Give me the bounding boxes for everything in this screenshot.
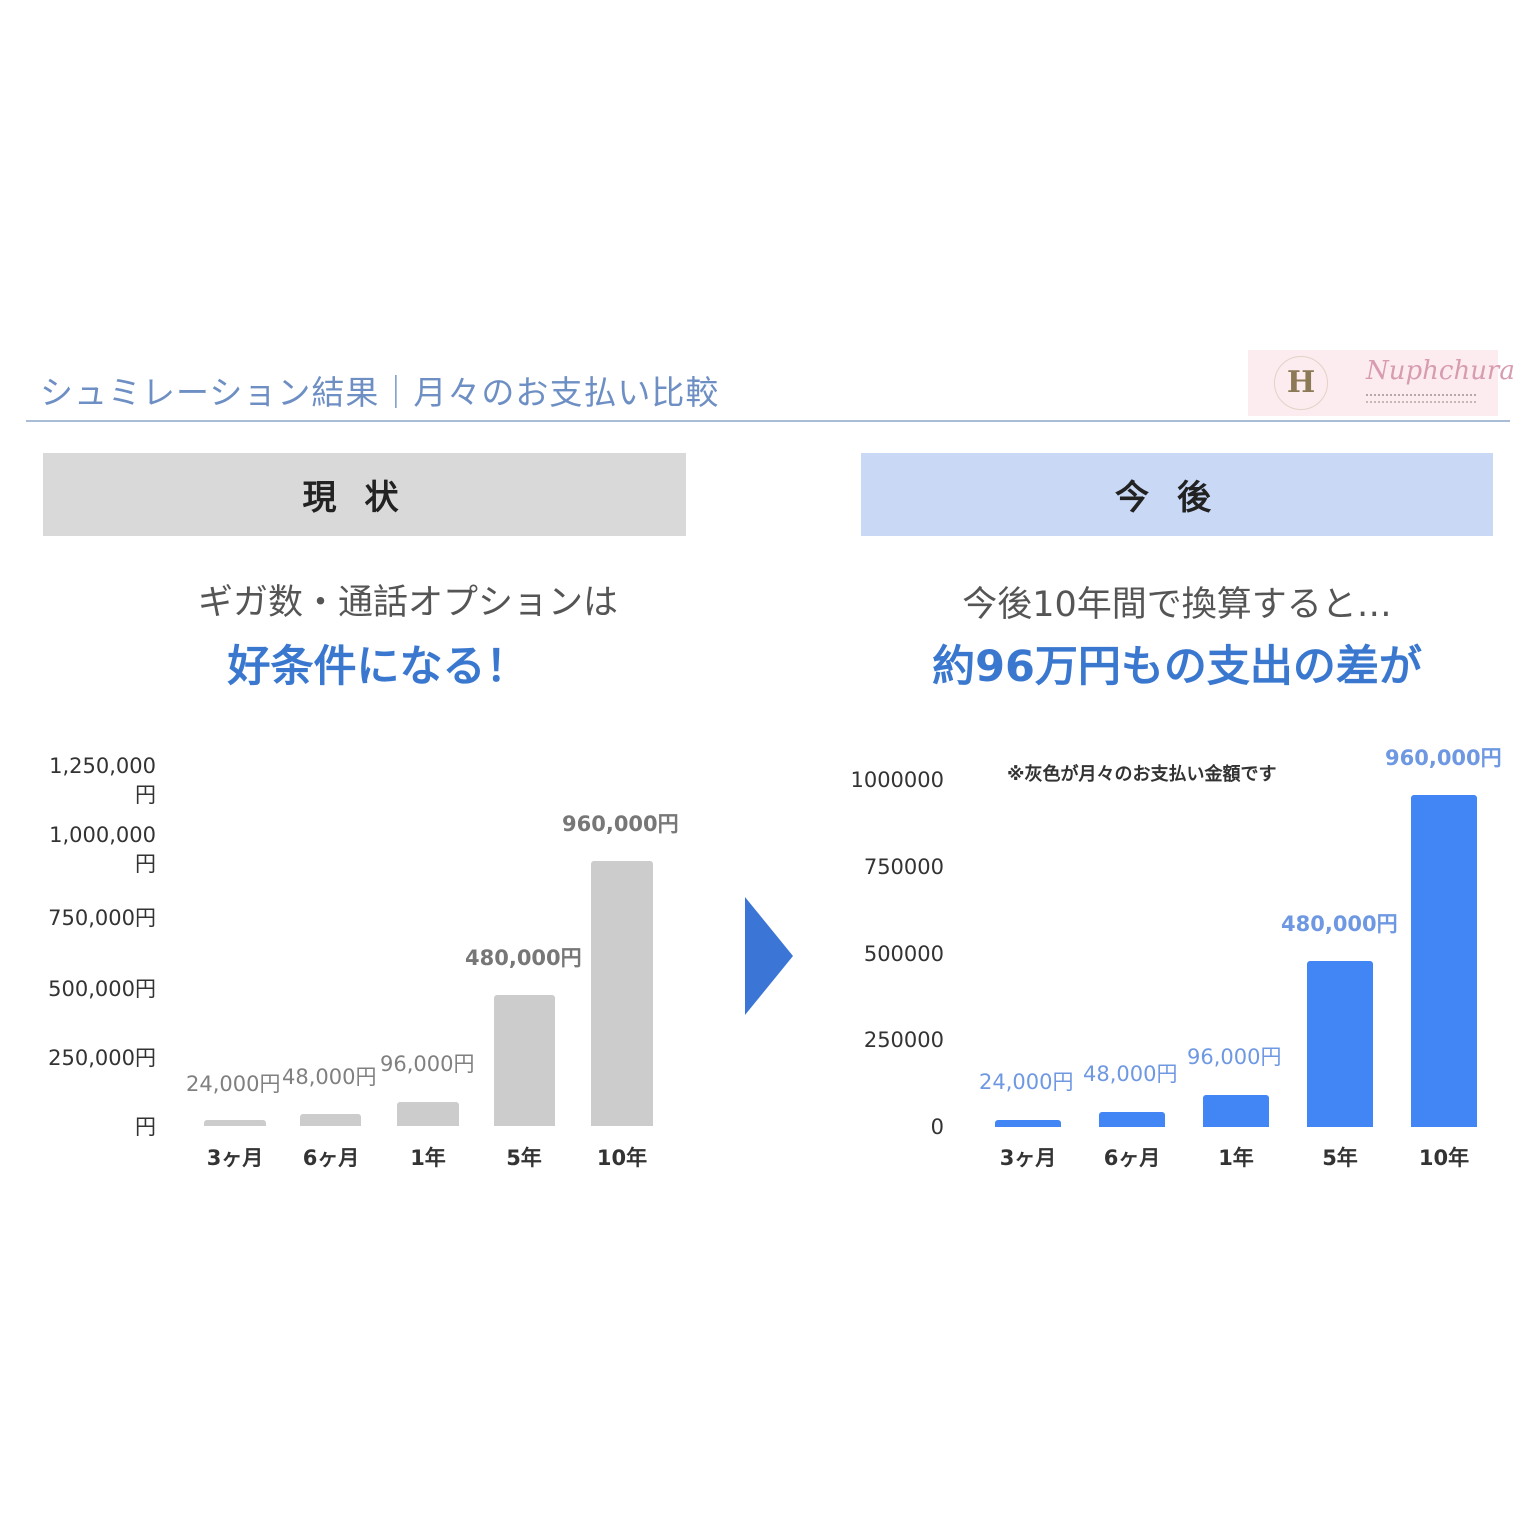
logo-tagline (1366, 394, 1476, 399)
y-tick: 250000 (863, 1028, 944, 1052)
y-tick: 0 (930, 1115, 944, 1139)
right-headline: 約96万円もの支出の差が (932, 642, 1422, 692)
x-tick: 1年 (410, 1146, 446, 1170)
y-tick: 250,000円 (48, 1046, 156, 1070)
logo-tagline (1366, 401, 1476, 406)
x-tick: 3ヶ月 (206, 1146, 264, 1170)
logo-script-text: Nuphchura (1366, 356, 1515, 386)
y-tick: 1000000 (850, 768, 944, 792)
data-label: 24,000円 (979, 1070, 1074, 1094)
bar-3-months (995, 1120, 1061, 1127)
bar-6-months (1099, 1112, 1165, 1127)
x-tick: 6ヶ月 (1103, 1146, 1161, 1170)
bar-6-months (300, 1114, 361, 1126)
data-label: 960,000円 (1385, 746, 1502, 770)
x-tick: 3ヶ月 (999, 1146, 1057, 1170)
panel-heading-label: 今後 (1115, 478, 1239, 518)
x-tick: 5年 (506, 1146, 542, 1170)
chart-annotation: ※灰色が月々のお支払い金額です (1007, 764, 1277, 785)
bar-3-months (204, 1120, 266, 1126)
data-label: 48,000円 (282, 1065, 377, 1089)
data-label: 96,000円 (380, 1052, 475, 1076)
logo-emblem-icon: H (1274, 356, 1328, 410)
data-label: 480,000円 (1281, 912, 1398, 936)
y-tick: 500,000円 (48, 977, 156, 1001)
bar-5-years (494, 995, 555, 1126)
brand-logo: H Nuphchura (1248, 350, 1515, 416)
left-subtitle: ギガ数・通話オプションは (197, 583, 618, 623)
y-tick: 750,000円 (48, 906, 156, 930)
left-headline: 好条件になる！ (227, 642, 529, 692)
x-tick: 1年 (1218, 1146, 1254, 1170)
data-label: 960,000円 (562, 812, 679, 836)
y-tick: 750000 (863, 855, 944, 879)
bar-1-year (1203, 1095, 1269, 1127)
x-tick: 10年 (596, 1146, 648, 1170)
title-divider (26, 420, 1510, 422)
y-tick: 円 (135, 1115, 156, 1139)
panel-heading-label: 現状 (302, 478, 427, 518)
triangle-right-icon (745, 897, 793, 1015)
x-tick: 6ヶ月 (302, 1146, 360, 1170)
bar-10-years (1411, 795, 1477, 1127)
right-subtitle: 今後10年間で換算すると… (962, 585, 1392, 625)
page-title: シュミレーション結果｜月々のお支払い比較 (40, 373, 720, 412)
y-tick: 500000 (863, 942, 944, 966)
logo-monogram: H (1286, 365, 1316, 400)
bar-1-year (397, 1102, 459, 1126)
data-label: 480,000円 (465, 946, 582, 970)
data-label: 96,000円 (1187, 1045, 1282, 1069)
bar-5-years (1307, 961, 1373, 1127)
data-label: 48,000円 (1083, 1062, 1178, 1086)
data-label: 24,000円 (186, 1072, 281, 1096)
panel-heading-future: 今後 (861, 453, 1493, 536)
panel-heading-current: 現状 (43, 453, 686, 536)
bar-10-years (591, 861, 653, 1126)
y-tick: 1,000,000 円 (49, 823, 156, 876)
x-tick: 10年 (1418, 1146, 1470, 1170)
x-tick: 5年 (1322, 1146, 1358, 1170)
y-tick: 1,250,000 円 (49, 754, 156, 807)
